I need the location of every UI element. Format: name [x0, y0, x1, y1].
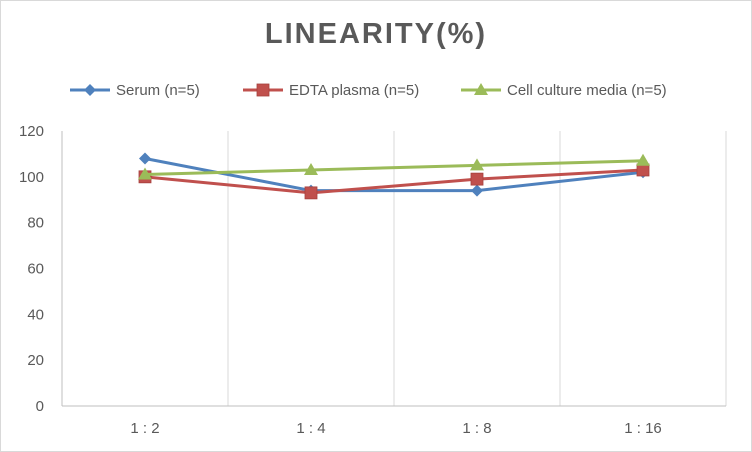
legend-item: Cell culture media (n=5): [461, 82, 667, 99]
y-tick-label: 80: [27, 215, 44, 232]
data-point-marker: [304, 186, 318, 200]
data-point-marker: [470, 158, 484, 171]
y-tick-label: 20: [27, 352, 44, 369]
legend: Serum (n=5) EDTA plasma (n=5) Cell culture…: [70, 82, 667, 99]
legend-label: Cell culture media (n=5): [507, 82, 667, 99]
chart-title: LINEARITY(%): [264, 18, 488, 50]
series-group: [138, 152, 650, 200]
x-tick-label: 1 : 4: [296, 420, 325, 437]
y-tick-label: 0: [36, 398, 44, 415]
series-line: [144, 159, 644, 177]
series-3: [138, 153, 650, 180]
data-point-marker: [636, 153, 650, 166]
axes: 0 20 40 60 80 100 120 1 : 2 1 : 4 1 : 8 1 : 16: [19, 123, 726, 437]
y-tick-label: 120: [19, 123, 44, 140]
data-point-marker: [470, 172, 484, 186]
data-point-marker: [304, 162, 318, 175]
data-point-marker: [471, 184, 483, 197]
series-line: [144, 157, 644, 193]
data-point-marker: [139, 152, 151, 165]
series-line: [144, 168, 644, 195]
legend-item: Serum (n=5): [70, 82, 200, 99]
legend-swatch-marker: [474, 83, 488, 95]
x-tick-label: 1 : 2: [130, 420, 159, 437]
gridlines: [227, 131, 727, 406]
y-tick-label: 60: [27, 261, 44, 278]
y-tick-label: 40: [27, 306, 44, 323]
legend-swatch-marker: [84, 84, 96, 96]
y-tick-label: 100: [19, 169, 44, 186]
legend-label: Serum (n=5): [116, 82, 200, 99]
x-tick-label: 1 : 8: [462, 420, 491, 437]
legend-label: EDTA plasma (n=5): [289, 82, 419, 99]
x-tick-label: 1 : 16: [624, 420, 662, 437]
legend-swatch-marker: [256, 83, 270, 97]
data-point-marker: [138, 167, 152, 180]
legend-item: EDTA plasma (n=5): [243, 82, 419, 99]
